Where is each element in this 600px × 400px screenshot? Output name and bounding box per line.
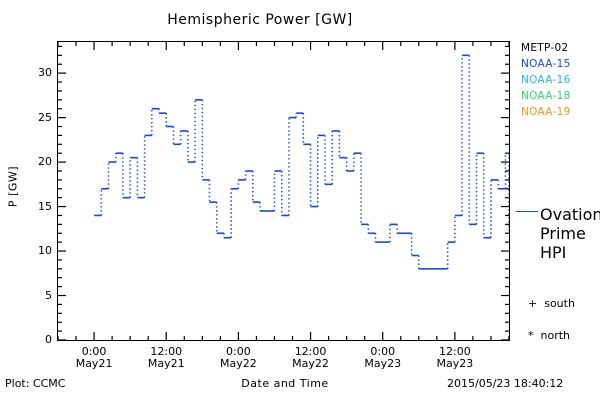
legend-item-noaa-15: NOAA-15 [521,58,571,70]
y-tick-label: 25 [38,110,52,124]
y-tick-label: 15 [38,199,52,213]
x-tick-label: 12:00 May22 [276,346,346,370]
x-tick-date: May21 [75,357,113,370]
x-tick-date: May21 [147,357,185,370]
y-tick-label: 0 [45,333,52,346]
data-series-plot [58,42,509,340]
x-tick-date: May22 [292,357,329,370]
x-tick-label: 0:00 May22 [203,346,273,370]
x-tick-label: 0:00 May23 [348,346,418,370]
y-axis-label: P [GW] [6,165,20,208]
x-tick-time: 12:00 [439,345,471,358]
x-tick-time: 12:00 [150,345,183,358]
ovation-legend-label: Ovation Prime HPI [540,205,600,262]
y-tick-label: 10 [38,244,52,258]
footer-plot-credit: Plot: CCMC [5,377,66,390]
page-title: Hemispheric Power [GW] [167,12,353,28]
legend-item-noaa-19: NOAA-19 [521,106,571,118]
ovation-dash-segment-2 [527,211,536,212]
legend-symbol-north: * north [528,329,571,342]
x-axis-label: Date and Time [241,377,329,390]
x-tick-time: 0:00 [81,345,107,358]
legend-item-noaa-18: NOAA-18 [521,90,571,102]
ovation-legend-line2: Prime HPI [540,224,586,262]
legend: METP-02 NOAA-15 NOAA-16 NOAA-18 NOAA-19 [521,40,600,120]
series-noaa-15 [94,54,509,270]
legend-symbol-south: + south [528,297,575,310]
y-tick-label: 30 [38,66,52,80]
legend-item-noaa-16: NOAA-16 [521,74,571,86]
ovation-legend-line1: Ovation [540,205,600,224]
plot-area [57,41,510,341]
x-tick-time: 0:00 [226,345,251,358]
axis-ticks [58,42,509,340]
y-axis-tick-labels: 0 5 10 15 20 25 30 [22,0,52,400]
x-axis-tick-labels: 0:00 May21 12:00 May21 0:00 May22 12:00 May22 0:… [0,346,600,376]
x-tick-label: 12:00 May23 [420,346,490,370]
footer-timestamp: 2015/05/23 18:40:12 [447,377,564,390]
x-tick-date: May22 [220,357,257,370]
y-tick-label: 5 [45,288,52,302]
x-tick-date: May23 [364,357,402,370]
legend-item-metp-02: METP-02 [521,42,569,54]
x-tick-time: 12:00 [294,345,327,358]
x-tick-label: 12:00 May21 [131,346,201,370]
x-tick-label: 0:00 May21 [59,346,129,370]
x-tick-time: 0:00 [370,345,396,358]
x-tick-date: May23 [436,357,474,370]
y-tick-label: 20 [38,155,52,169]
